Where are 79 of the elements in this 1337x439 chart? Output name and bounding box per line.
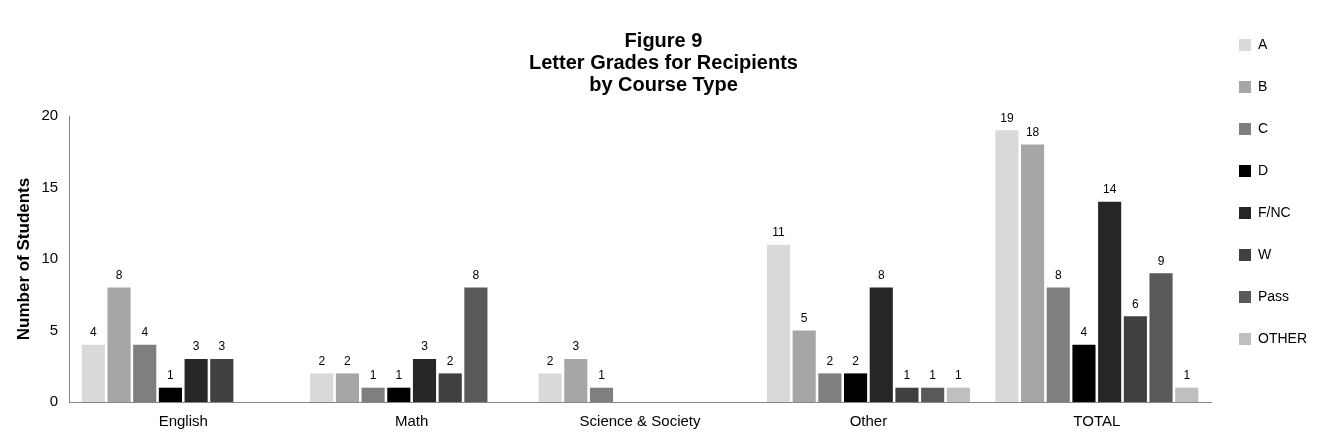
data-label: 4	[141, 325, 149, 340]
x-tick-label: Science & Society	[579, 412, 701, 430]
y-tick-label: 5	[49, 320, 59, 338]
data-label: 1	[167, 368, 175, 383]
data-label: 8	[472, 267, 480, 282]
bar	[158, 387, 182, 402]
bar	[869, 287, 893, 402]
legend-label: D	[1258, 161, 1269, 178]
bar	[1021, 144, 1045, 402]
bar	[921, 387, 945, 402]
data-label: 4	[1080, 325, 1088, 340]
data-label: 8	[877, 267, 885, 282]
data-label: 1	[1183, 368, 1191, 383]
bar	[107, 287, 131, 402]
bar	[895, 387, 919, 402]
data-label: 1	[598, 368, 606, 383]
bar	[995, 130, 1019, 402]
data-label: 18	[1025, 124, 1040, 139]
legend-label: Pass	[1258, 287, 1290, 304]
y-tick-label: 10	[41, 249, 59, 267]
bar	[1098, 201, 1122, 402]
bar	[412, 359, 437, 402]
data-label: 3	[421, 339, 429, 354]
bar	[438, 373, 462, 402]
bar	[81, 344, 105, 402]
y-tick-label: 15	[41, 177, 59, 195]
x-tick-label: Math	[394, 412, 429, 430]
bar	[766, 244, 791, 402]
bar	[1149, 273, 1173, 402]
legend-label: B	[1258, 77, 1268, 94]
bar	[1072, 344, 1096, 402]
bar	[464, 287, 488, 402]
legend-label: A	[1258, 35, 1268, 52]
bar	[538, 373, 562, 402]
data-label: 2	[852, 353, 860, 368]
data-label: 1	[929, 368, 937, 383]
bar	[792, 330, 816, 402]
bar	[210, 359, 234, 402]
data-label: 6	[1132, 296, 1139, 311]
bar	[387, 387, 411, 402]
bar	[310, 373, 334, 402]
data-label: 11	[772, 225, 786, 240]
data-label: 3	[218, 339, 226, 354]
x-tick-label: English	[158, 412, 208, 430]
data-label: 2	[344, 353, 352, 368]
data-label: 1	[903, 368, 911, 383]
data-label: 5	[800, 310, 808, 325]
bar	[184, 359, 208, 402]
data-label: 2	[826, 353, 834, 368]
bar	[564, 359, 588, 402]
data-label: 19	[1000, 110, 1014, 125]
y-tick-label: 20	[41, 106, 59, 124]
data-label: 9	[1157, 253, 1165, 268]
bar	[844, 373, 868, 402]
legend-label: F/NC	[1258, 203, 1291, 220]
y-tick-label: 0	[49, 392, 59, 410]
data-label: 1	[955, 368, 963, 383]
x-tick-label: TOTAL	[1073, 412, 1121, 430]
legend-label: C	[1258, 119, 1269, 136]
data-label: 8	[115, 267, 123, 282]
data-label: 8	[1054, 267, 1062, 282]
data-label: 4	[90, 325, 98, 340]
bar	[1123, 316, 1147, 402]
bar	[946, 387, 970, 402]
x-tick-label: Other	[849, 412, 888, 430]
bar	[335, 373, 359, 402]
y-axis-title: Number of Students	[13, 177, 33, 341]
data-label: 2	[446, 353, 454, 368]
legend-label: OTHER	[1258, 329, 1307, 346]
chart-title: Figure 9 Letter Grades for Recipients by Course Type	[529, 28, 798, 95]
data-label: 2	[318, 353, 326, 368]
bar	[1175, 387, 1199, 402]
data-label: 1	[395, 368, 403, 383]
data-label: 3	[572, 339, 580, 354]
data-label: 1	[369, 368, 377, 383]
legend-label: W	[1258, 245, 1272, 262]
data-label: 2	[546, 353, 554, 368]
data-label: 3	[192, 339, 200, 354]
data-label: 14	[1102, 182, 1117, 197]
